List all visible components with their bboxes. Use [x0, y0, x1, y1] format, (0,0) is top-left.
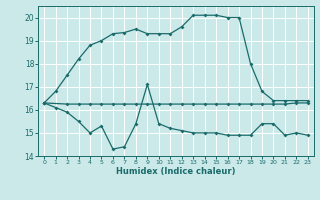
X-axis label: Humidex (Indice chaleur): Humidex (Indice chaleur)	[116, 167, 236, 176]
